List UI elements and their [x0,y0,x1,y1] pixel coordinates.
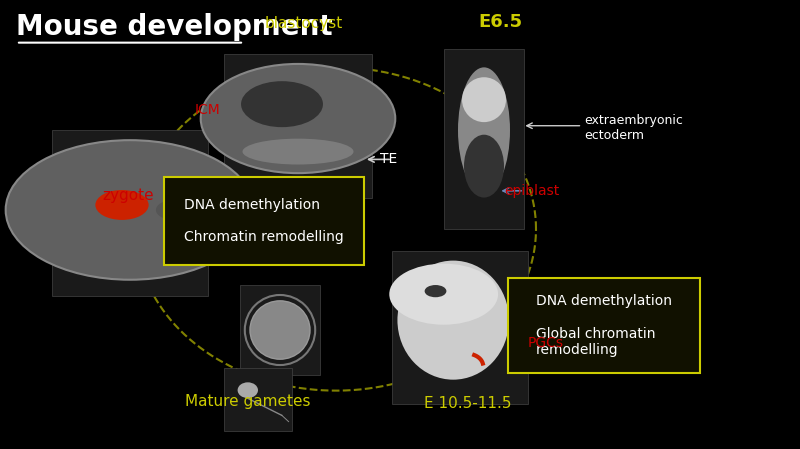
Text: Mouse development: Mouse development [16,13,333,41]
FancyBboxPatch shape [224,54,372,198]
FancyBboxPatch shape [240,285,320,375]
Circle shape [390,264,498,325]
FancyBboxPatch shape [392,251,528,404]
Text: extraembryonic
ectoderm: extraembryonic ectoderm [584,114,683,142]
Circle shape [241,81,323,127]
Text: zygote: zygote [102,188,154,203]
Text: E6.5: E6.5 [478,13,522,31]
Text: E 10.5-11.5: E 10.5-11.5 [424,396,512,411]
Text: ICM: ICM [194,103,220,117]
Circle shape [95,190,149,220]
Text: PGCs: PGCs [528,336,564,351]
Text: blastocyst: blastocyst [265,17,343,31]
Ellipse shape [250,301,310,359]
Ellipse shape [458,67,510,193]
Ellipse shape [462,77,506,122]
FancyBboxPatch shape [224,368,292,431]
Circle shape [156,200,191,220]
Text: DNA demethylation

Global chromatin
remodelling: DNA demethylation Global chromatin remod… [536,294,672,357]
Circle shape [201,64,395,173]
Ellipse shape [398,260,509,380]
Text: DNA demethylation

Chromatin remodelling: DNA demethylation Chromatin remodelling [184,198,344,244]
Ellipse shape [464,135,504,198]
Text: Mature gametes: Mature gametes [186,395,310,409]
Text: epiblast: epiblast [504,184,559,198]
FancyBboxPatch shape [444,49,524,229]
Circle shape [6,140,254,280]
Ellipse shape [242,139,354,164]
FancyBboxPatch shape [508,278,700,373]
Circle shape [425,285,446,297]
FancyBboxPatch shape [164,177,364,265]
FancyBboxPatch shape [52,130,208,296]
Ellipse shape [238,383,258,398]
Text: TE: TE [380,152,398,167]
